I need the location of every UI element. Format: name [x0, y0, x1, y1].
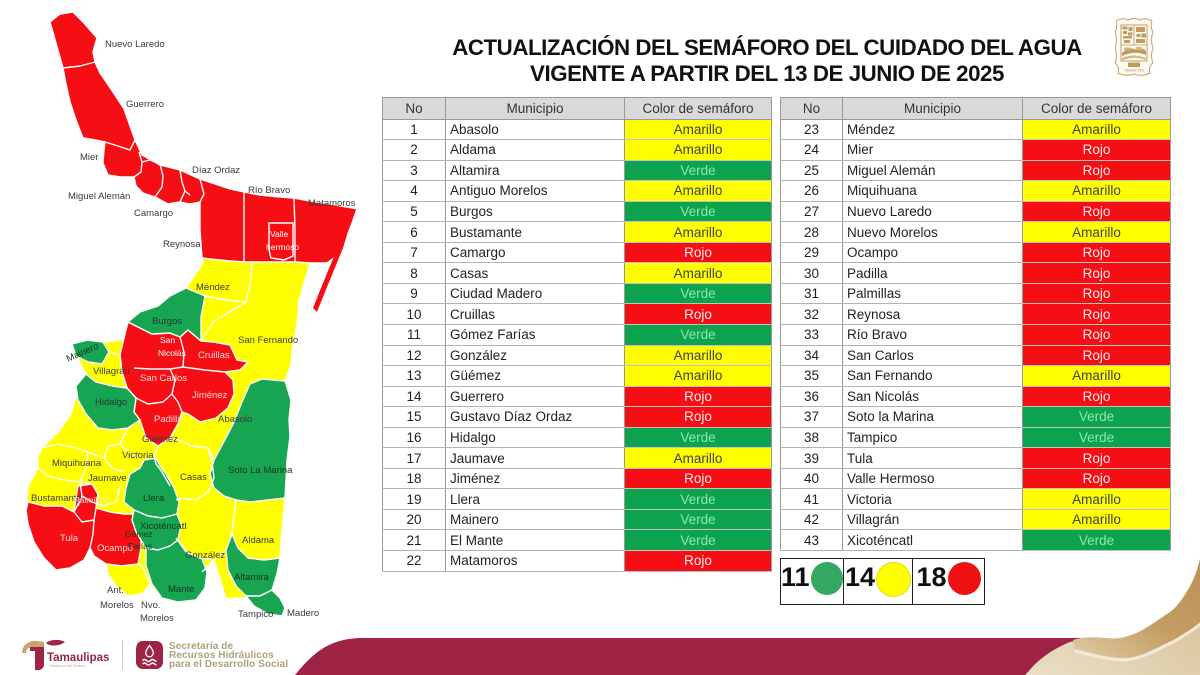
svg-text:TAMAULIPAS: TAMAULIPAS: [1124, 69, 1144, 73]
svg-text:Cruillas: Cruillas: [198, 350, 230, 361]
svg-text:Tamaulipas: Tamaulipas: [47, 652, 109, 664]
svg-text:Reynosa: Reynosa: [163, 239, 201, 250]
svg-text:Jaumave: Jaumave: [88, 473, 127, 484]
svg-text:Burgos: Burgos: [152, 316, 182, 327]
svg-text:Río Bravo: Río Bravo: [248, 185, 290, 196]
svg-text:Mante: Mante: [168, 584, 194, 595]
svg-text:Guerrero: Guerrero: [126, 99, 164, 110]
svg-text:Ocampo: Ocampo: [97, 543, 133, 554]
svg-text:Aldama: Aldama: [242, 535, 275, 546]
svg-text:Padilla: Padilla: [154, 414, 183, 425]
svg-text:Güémez: Güémez: [142, 434, 178, 445]
svg-text:Gobierno del Estado: Gobierno del Estado: [49, 663, 86, 668]
svg-text:Nvo.: Nvo.: [141, 600, 161, 611]
svg-text:Xicoténcatl: Xicoténcatl: [140, 521, 186, 532]
svg-text:Díaz Ordaz: Díaz Ordaz: [192, 165, 240, 176]
svg-text:Miquihuana: Miquihuana: [52, 458, 102, 469]
svg-text:Tampico: Tampico: [238, 609, 273, 620]
svg-text:Morelos: Morelos: [100, 600, 134, 611]
svg-text:Morelos: Morelos: [140, 613, 174, 624]
svg-text:Madero: Madero: [287, 608, 319, 619]
svg-text:hermoso: hermoso: [266, 242, 299, 252]
svg-text:Altamira: Altamira: [234, 572, 270, 583]
svg-text:Jiménez: Jiménez: [192, 390, 228, 401]
svg-text:Gómez: Gómez: [125, 529, 152, 539]
svg-text:Matamoros: Matamoros: [308, 198, 356, 209]
svg-text:Nuevo Laredo: Nuevo Laredo: [105, 39, 165, 50]
svg-text:Victoria: Victoria: [122, 450, 154, 461]
svg-text:Tula: Tula: [60, 533, 79, 544]
svg-text:González: González: [185, 550, 225, 561]
svg-text:Ant.: Ant.: [107, 585, 124, 596]
svg-text:Camargo: Camargo: [134, 208, 173, 219]
svg-text:Soto La Marina: Soto La Marina: [228, 465, 293, 476]
svg-text:Valle: Valle: [270, 229, 289, 239]
svg-text:Farías: Farías: [128, 541, 152, 551]
svg-text:Villagrán: Villagrán: [93, 366, 130, 377]
svg-text:Miguel Alemán: Miguel Alemán: [68, 191, 130, 202]
svg-text:San: San: [160, 335, 175, 345]
svg-text:Mier: Mier: [80, 152, 98, 163]
svg-text:Méndez: Méndez: [196, 282, 230, 293]
svg-text:Nicolás: Nicolás: [158, 348, 186, 358]
svg-text:Llera: Llera: [143, 493, 165, 504]
svg-text:Casas: Casas: [180, 472, 207, 483]
svg-text:Hidalgo: Hidalgo: [95, 397, 127, 408]
svg-text:San Fernando: San Fernando: [238, 335, 298, 346]
svg-text:San Carlos: San Carlos: [140, 373, 187, 384]
svg-text:Abasolo: Abasolo: [218, 414, 252, 425]
svg-text:Bustamante: Bustamante: [31, 493, 82, 504]
svg-text:Palmillas: Palmillas: [74, 495, 108, 505]
